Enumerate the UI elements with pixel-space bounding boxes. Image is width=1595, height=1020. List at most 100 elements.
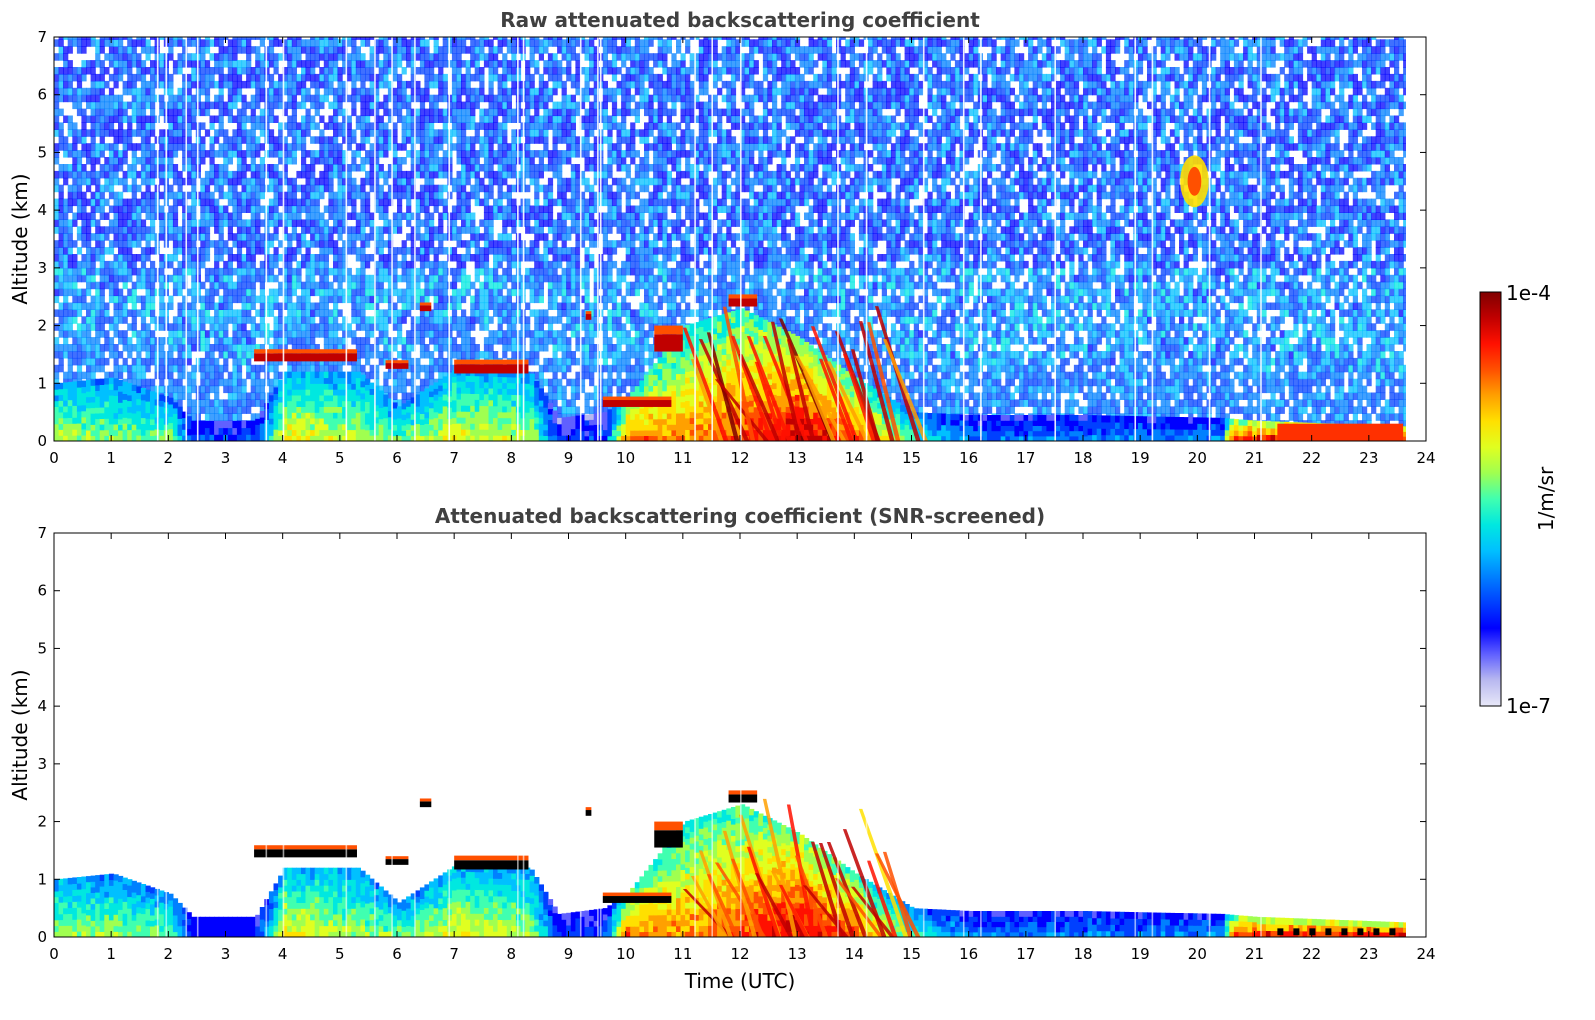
noise-cell xyxy=(342,323,348,331)
noise-cell xyxy=(415,385,421,394)
noise-cell xyxy=(177,101,183,110)
noise-cell xyxy=(323,53,329,61)
noise-cell xyxy=(150,170,156,179)
noise-cell xyxy=(127,323,133,331)
noise-cell xyxy=(282,53,288,61)
noise-cell xyxy=(351,87,357,96)
noise-cell xyxy=(209,399,215,407)
noise-cell xyxy=(131,267,137,276)
noise-cell xyxy=(291,136,297,144)
noise-cell xyxy=(122,364,128,373)
noise-cell xyxy=(488,46,494,54)
noise-cell xyxy=(218,170,224,179)
noise-cell xyxy=(387,219,394,227)
noise-cell xyxy=(90,157,96,165)
noise-cell xyxy=(328,323,334,331)
noise-cell xyxy=(204,357,211,366)
noise-cell xyxy=(287,198,293,207)
noise-cell xyxy=(191,247,197,255)
noise-cell xyxy=(406,281,412,290)
noise-cell xyxy=(99,323,105,331)
noise-cell xyxy=(118,274,124,283)
noise-cell xyxy=(511,323,517,331)
noise-cell xyxy=(76,150,83,158)
noise-cell xyxy=(374,191,380,200)
noise-cell xyxy=(310,302,316,310)
noise-cell xyxy=(301,198,307,207)
noise-cell xyxy=(415,191,421,200)
noise-cell xyxy=(506,309,512,317)
noise-cell xyxy=(328,357,334,366)
noise-cell xyxy=(369,101,375,110)
noise-cell xyxy=(323,344,329,352)
noise-cell xyxy=(333,60,339,68)
noise-cell xyxy=(291,184,297,193)
noise-cell xyxy=(365,337,371,345)
noise-cell xyxy=(72,295,78,304)
noise-cell xyxy=(342,67,348,75)
noise-cell xyxy=(305,357,311,366)
noise-cell xyxy=(204,316,211,324)
noise-cell xyxy=(86,302,92,310)
noise-cell xyxy=(465,344,471,352)
noise-cell xyxy=(465,316,471,324)
noise-cell xyxy=(296,37,302,40)
noise-cell xyxy=(287,73,293,82)
noise-cell xyxy=(506,205,512,213)
noise-cell xyxy=(99,212,105,220)
noise-cell xyxy=(218,219,224,227)
noise-cell xyxy=(296,212,302,220)
noise-cell xyxy=(273,371,279,380)
noise-cell xyxy=(118,60,124,68)
noise-cell xyxy=(506,191,512,200)
noise-cell xyxy=(291,122,297,130)
noise-cell xyxy=(342,94,348,103)
noise-cell xyxy=(365,260,371,269)
noise-cell xyxy=(182,198,188,207)
noise-cell xyxy=(305,108,311,117)
noise-cell xyxy=(365,136,371,144)
noise-cell xyxy=(108,122,115,130)
noise-cell xyxy=(122,295,128,304)
noise-cell xyxy=(259,274,265,283)
noise-cell xyxy=(461,274,467,283)
noise-cell xyxy=(305,330,311,338)
noise-cell xyxy=(95,337,101,345)
noise-cell xyxy=(310,281,316,290)
noise-cell xyxy=(108,101,115,110)
noise-cell xyxy=(268,164,275,172)
noise-cell xyxy=(76,357,83,366)
noise-cell xyxy=(301,295,307,304)
noise-cell xyxy=(191,281,197,290)
noise-cell xyxy=(415,129,421,137)
noise-cell xyxy=(493,73,499,82)
noise-cell xyxy=(214,357,220,366)
noise-cell xyxy=(337,150,343,158)
noise-cell xyxy=(493,129,499,137)
noise-cell xyxy=(328,122,334,130)
noise-cell xyxy=(433,344,439,352)
noise-cell xyxy=(419,274,426,283)
noise-cell xyxy=(131,316,137,324)
noise-cell xyxy=(236,295,243,304)
noise-cell xyxy=(342,212,348,220)
noise-cell xyxy=(214,413,220,421)
noise-cell xyxy=(419,46,426,54)
noise-cell xyxy=(461,323,467,331)
noise-cell xyxy=(310,115,316,123)
noise-cell xyxy=(236,378,243,387)
noise-cell xyxy=(387,337,394,345)
noise-cell xyxy=(182,87,188,96)
noise-cell xyxy=(511,281,517,290)
noise-cell xyxy=(461,288,467,297)
noise-cell xyxy=(497,274,503,283)
noise-cell xyxy=(250,316,256,324)
noise-cell xyxy=(214,150,220,158)
noise-cell xyxy=(337,309,343,317)
noise-cell xyxy=(511,351,517,359)
noise-cell xyxy=(76,337,83,345)
noise-cell xyxy=(131,46,137,54)
noise-cell xyxy=(159,212,165,220)
noise-cell xyxy=(502,205,508,213)
noise-cell xyxy=(209,177,215,186)
